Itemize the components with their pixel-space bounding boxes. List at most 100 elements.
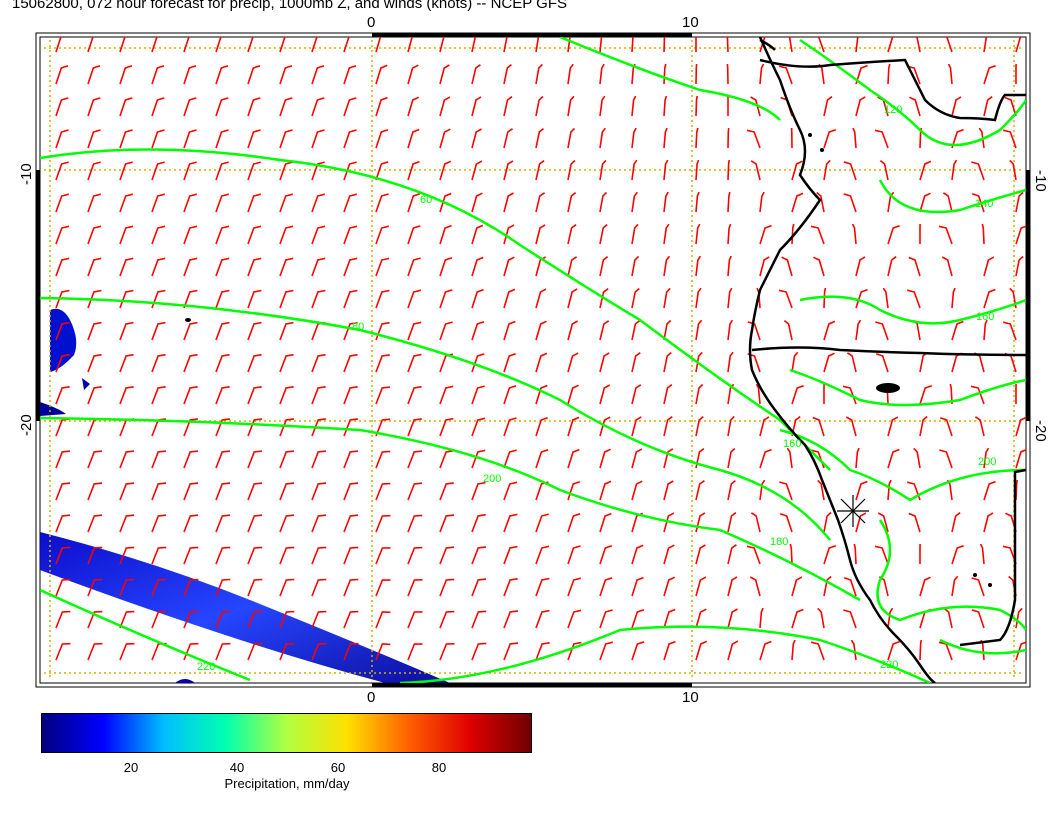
wind-barb bbox=[279, 482, 295, 501]
wind-barb bbox=[887, 37, 894, 53]
wind-barb bbox=[87, 610, 103, 629]
wind-barb bbox=[503, 224, 515, 245]
wind-barb bbox=[471, 546, 487, 565]
wind-barb bbox=[567, 159, 576, 181]
wind-barb bbox=[247, 578, 263, 597]
wind-barb bbox=[279, 257, 294, 277]
wind-barb bbox=[631, 448, 643, 469]
wind-barb bbox=[279, 386, 294, 405]
wind-barb bbox=[375, 64, 388, 85]
wind-barb bbox=[727, 544, 737, 565]
wind-barb bbox=[1009, 287, 1017, 309]
colorbar-title: Precipitation, mm/day bbox=[224, 776, 350, 791]
wind-barb bbox=[119, 289, 134, 309]
wind-barb bbox=[87, 321, 102, 341]
wind-barb bbox=[503, 96, 513, 117]
wind-barb bbox=[55, 289, 70, 309]
wind-barb bbox=[503, 63, 512, 85]
wind-barb bbox=[215, 386, 230, 405]
wind-barb bbox=[942, 192, 953, 213]
wind-barb bbox=[247, 386, 262, 405]
wind-barb bbox=[407, 289, 422, 309]
wind-barb bbox=[567, 577, 581, 597]
wind-barb bbox=[846, 352, 857, 373]
wind-barb bbox=[746, 545, 761, 565]
wind-barb bbox=[567, 641, 582, 661]
wind-barb bbox=[779, 481, 793, 501]
wind-barb bbox=[375, 482, 391, 501]
wind-barb bbox=[599, 512, 612, 533]
wind-barb bbox=[407, 160, 420, 181]
wind-barb bbox=[151, 642, 167, 661]
wind-barb bbox=[279, 289, 294, 309]
wind-barb bbox=[663, 640, 676, 661]
wind-barb bbox=[215, 225, 230, 245]
wind-barb bbox=[407, 321, 422, 341]
wind-barb bbox=[843, 193, 857, 213]
wind-barb bbox=[695, 480, 705, 501]
wind-barb bbox=[887, 224, 900, 245]
wind-barb bbox=[695, 95, 698, 117]
wind-barb bbox=[247, 129, 261, 149]
wind-barb bbox=[471, 353, 485, 373]
wind-barb bbox=[727, 159, 731, 181]
wind-barb bbox=[983, 64, 996, 85]
wind-barb bbox=[1015, 416, 1026, 437]
wind-barb bbox=[311, 482, 327, 501]
wind-barb bbox=[183, 37, 190, 53]
colorbar-tick: 60 bbox=[330, 760, 346, 775]
wind-barb bbox=[951, 512, 961, 533]
wind-barb bbox=[727, 447, 736, 469]
wind-barb bbox=[439, 128, 451, 149]
wind-barb bbox=[279, 546, 295, 565]
wind-barb bbox=[823, 352, 835, 373]
wind-barb bbox=[183, 129, 197, 149]
wind-barb bbox=[535, 320, 547, 341]
contour-label: 160 bbox=[783, 438, 801, 450]
wind-barb bbox=[812, 416, 825, 437]
wind-barb bbox=[503, 385, 517, 405]
wind-barb bbox=[439, 482, 454, 501]
wind-barb bbox=[343, 65, 357, 85]
wind-barb bbox=[535, 642, 550, 661]
wind-barb bbox=[151, 610, 167, 629]
wind-barb bbox=[631, 608, 645, 629]
wind-barb bbox=[599, 320, 610, 341]
wind-barb bbox=[247, 418, 263, 437]
wind-barb bbox=[87, 193, 101, 213]
wind-barb bbox=[567, 191, 577, 213]
wind-barb bbox=[663, 448, 674, 469]
wind-barb bbox=[855, 288, 868, 309]
wind-barb bbox=[663, 351, 672, 373]
wind-barb bbox=[852, 127, 857, 149]
wind-barb bbox=[567, 224, 577, 245]
wind-barb bbox=[567, 37, 571, 53]
wind-barb bbox=[247, 546, 263, 565]
wind-barb bbox=[407, 225, 421, 245]
wind-barb bbox=[971, 192, 985, 213]
wind-barb bbox=[215, 353, 230, 373]
wind-barb bbox=[87, 289, 102, 309]
wind-barb bbox=[119, 578, 135, 597]
wind-barb bbox=[887, 63, 891, 85]
wind-barb bbox=[471, 449, 486, 469]
wind-barb bbox=[663, 127, 668, 149]
wind-barb bbox=[727, 319, 734, 341]
wind-barb bbox=[503, 545, 518, 565]
wind-barb bbox=[151, 65, 165, 85]
wind-barb bbox=[119, 546, 135, 565]
wind-barb bbox=[375, 128, 389, 149]
wind-barb bbox=[663, 95, 668, 117]
wind-barb bbox=[183, 546, 199, 565]
wind-barb bbox=[471, 481, 486, 501]
wind-barb bbox=[87, 225, 102, 245]
wind-barb bbox=[535, 63, 543, 85]
wind-barb bbox=[119, 129, 133, 149]
wind-barb bbox=[375, 547, 391, 565]
wind-barb bbox=[119, 97, 133, 117]
graticule bbox=[44, 40, 1024, 680]
wind-barb bbox=[791, 160, 803, 181]
wind-barb bbox=[375, 514, 391, 533]
wind-barb bbox=[811, 641, 825, 661]
